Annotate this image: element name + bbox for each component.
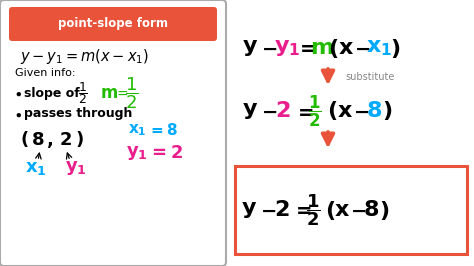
Text: $\mathbf{x}$: $\mathbf{x}$ bbox=[338, 38, 354, 58]
Text: $\dfrac{1}{2}$: $\dfrac{1}{2}$ bbox=[125, 75, 139, 111]
Text: $\mathbf{2}$: $\mathbf{2}$ bbox=[275, 101, 291, 121]
Text: $\mathbf{-}$: $\mathbf{-}$ bbox=[350, 201, 366, 219]
FancyBboxPatch shape bbox=[9, 7, 217, 41]
Text: $\mathbf{=}$: $\mathbf{=}$ bbox=[296, 39, 316, 57]
Text: $\mathbf{=}$: $\mathbf{=}$ bbox=[294, 102, 314, 120]
FancyBboxPatch shape bbox=[0, 0, 226, 266]
Text: $y - y_1 = m(x - x_1)$: $y - y_1 = m(x - x_1)$ bbox=[20, 47, 149, 65]
Text: $\bullet$: $\bullet$ bbox=[13, 106, 22, 122]
Text: $\mathbf{x}$: $\mathbf{x}$ bbox=[337, 101, 353, 121]
Text: $\mathbf{m}$: $\mathbf{m}$ bbox=[310, 38, 334, 58]
Text: $=$: $=$ bbox=[114, 86, 129, 100]
Text: $\mathbf{= 2}$: $\mathbf{= 2}$ bbox=[148, 144, 183, 162]
Text: $\mathbf{(}$: $\mathbf{(}$ bbox=[325, 198, 336, 222]
Text: $\mathbf{(}$: $\mathbf{(}$ bbox=[328, 36, 338, 60]
Text: $\mathbf{)}$: $\mathbf{)}$ bbox=[382, 99, 392, 123]
Text: $\mathbf{-}$: $\mathbf{-}$ bbox=[260, 201, 276, 219]
Text: $\mathbf{y_1}$: $\mathbf{y_1}$ bbox=[65, 159, 87, 177]
Text: $\mathbf{y}$: $\mathbf{y}$ bbox=[241, 200, 257, 220]
Text: point-slope form: point-slope form bbox=[58, 18, 168, 31]
Text: $\mathbf{=}$: $\mathbf{=}$ bbox=[292, 201, 312, 219]
Text: $\dfrac{1}{2}$: $\dfrac{1}{2}$ bbox=[78, 80, 88, 106]
Text: substitute: substitute bbox=[345, 72, 394, 82]
Text: $\mathbf{)}$: $\mathbf{)}$ bbox=[390, 36, 400, 60]
Text: $\mathbf{m}$: $\mathbf{m}$ bbox=[100, 84, 118, 102]
Text: $\mathbf{y}$: $\mathbf{y}$ bbox=[242, 38, 258, 58]
Text: $\mathbf{x}$: $\mathbf{x}$ bbox=[334, 200, 350, 220]
Text: $\mathbf{-}$: $\mathbf{-}$ bbox=[261, 102, 277, 120]
Text: slope of: slope of bbox=[24, 86, 80, 99]
Text: $\bullet$: $\bullet$ bbox=[13, 85, 22, 101]
Text: $\mathbf{-}$: $\mathbf{-}$ bbox=[261, 39, 277, 57]
Text: $\mathbf{(\,8\,,\,2\,)}$: $\mathbf{(\,8\,,\,2\,)}$ bbox=[20, 128, 84, 149]
Text: $\mathbf{x_1}$: $\mathbf{x_1}$ bbox=[128, 122, 146, 138]
Text: $\mathbf{\dfrac{1}{2}}$: $\mathbf{\dfrac{1}{2}}$ bbox=[308, 93, 321, 128]
Text: $\mathbf{8}$: $\mathbf{8}$ bbox=[366, 101, 382, 121]
Text: Given info:: Given info: bbox=[15, 68, 75, 78]
Text: $\mathbf{x_1}$: $\mathbf{x_1}$ bbox=[366, 38, 392, 58]
Text: $\mathbf{(}$: $\mathbf{(}$ bbox=[327, 99, 337, 123]
Text: $\mathbf{2}$: $\mathbf{2}$ bbox=[274, 200, 290, 220]
Text: $\mathbf{8}$: $\mathbf{8}$ bbox=[363, 200, 379, 220]
Text: $\mathbf{y}$: $\mathbf{y}$ bbox=[242, 101, 258, 121]
Text: $\mathbf{y_1}$: $\mathbf{y_1}$ bbox=[274, 38, 301, 58]
Text: $\mathbf{)}$: $\mathbf{)}$ bbox=[379, 198, 389, 222]
Text: $\mathbf{-}$: $\mathbf{-}$ bbox=[354, 39, 370, 57]
Bar bbox=[235, 166, 467, 254]
Text: $\mathbf{x_1}$: $\mathbf{x_1}$ bbox=[25, 159, 47, 177]
Text: $\mathbf{-}$: $\mathbf{-}$ bbox=[353, 102, 369, 120]
Text: passes through: passes through bbox=[24, 107, 132, 120]
Text: $\mathbf{y_1}$: $\mathbf{y_1}$ bbox=[126, 144, 148, 162]
Text: $\mathbf{\dfrac{1}{2}}$: $\mathbf{\dfrac{1}{2}}$ bbox=[306, 192, 320, 228]
Text: $\mathbf{= 8}$: $\mathbf{= 8}$ bbox=[148, 122, 178, 138]
